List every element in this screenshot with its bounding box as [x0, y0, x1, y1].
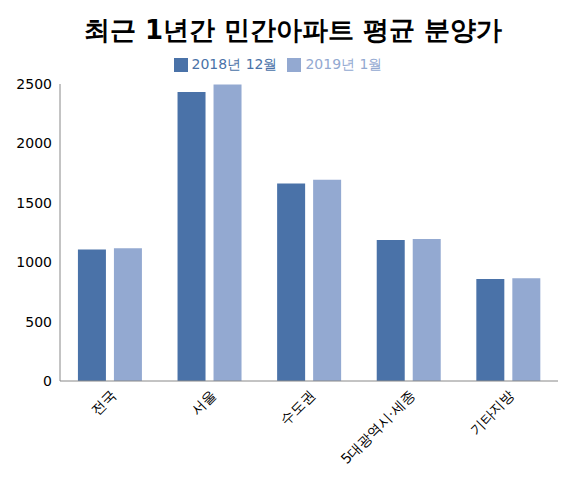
svg-text:2500: 2500 [16, 76, 52, 92]
svg-text:5대광역시·세종: 5대광역시·세종 [338, 387, 418, 467]
svg-text:2000: 2000 [16, 135, 52, 151]
svg-text:0: 0 [43, 373, 52, 389]
html-text:2018년 12월: 2018년 12월 [191, 56, 278, 72]
svg-text:수도권: 수도권 [277, 387, 318, 428]
html-text:2019년 1월: 2019년 1월 [305, 56, 383, 72]
svg-text:기타지방: 기타지방 [466, 387, 517, 438]
svg-text:1000: 1000 [16, 254, 52, 270]
svg-text:1500: 1500 [16, 195, 52, 211]
svg-text:전국: 전국 [88, 387, 119, 418]
svg-text:500: 500 [25, 314, 52, 330]
svg-text:서울: 서울 [187, 387, 218, 418]
html-text:최근 1년간 민간아파트 평균 분양가: 최근 1년간 민간아파트 평균 분양가 [83, 15, 503, 45]
